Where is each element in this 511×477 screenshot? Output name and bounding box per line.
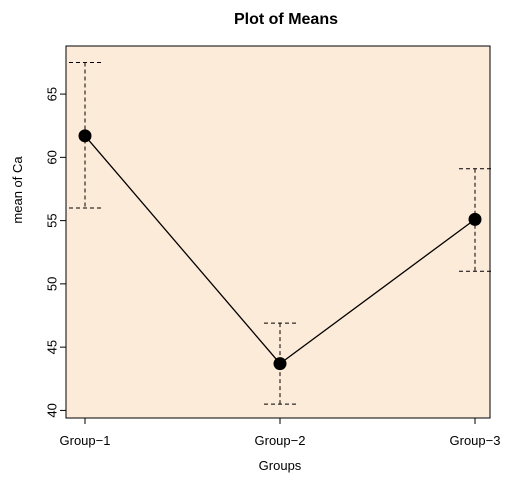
y-axis-label: mean of Ca bbox=[10, 156, 25, 224]
y-tick-label-1: 45 bbox=[45, 340, 60, 354]
y-tick-label-4: 60 bbox=[45, 150, 60, 164]
y-tick-label-0: 40 bbox=[45, 403, 60, 417]
mean-point-2 bbox=[468, 212, 482, 226]
data-points bbox=[78, 129, 482, 371]
plot-panel bbox=[65, 45, 491, 419]
x-tick-label-0: Group−1 bbox=[60, 433, 111, 448]
y-tick-label-3: 55 bbox=[45, 213, 60, 227]
x-axis: Group−1 Group−2 Group−3 bbox=[60, 418, 501, 448]
x-tick-label-1: Group−2 bbox=[255, 433, 306, 448]
chart-title: Plot of Means bbox=[234, 11, 338, 28]
y-axis: 40 45 50 55 60 65 bbox=[45, 87, 66, 418]
mean-point-0 bbox=[78, 129, 92, 143]
mean-point-1 bbox=[273, 357, 287, 371]
y-tick-label-5: 65 bbox=[45, 87, 60, 101]
y-tick-label-2: 50 bbox=[45, 277, 60, 291]
x-axis-label: Groups bbox=[259, 458, 302, 473]
x-tick-label-2: Group−3 bbox=[450, 433, 501, 448]
